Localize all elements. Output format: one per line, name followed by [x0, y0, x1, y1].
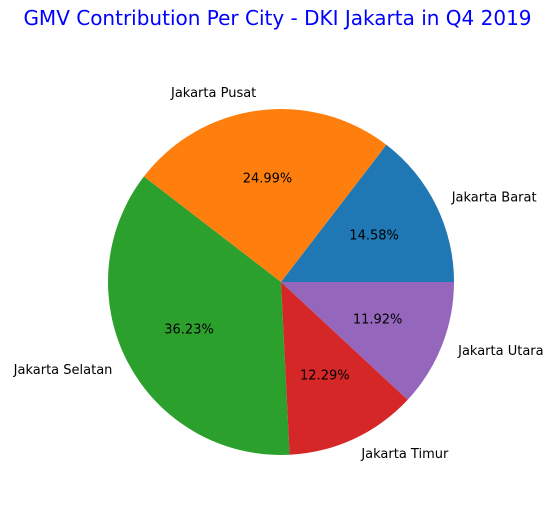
- percentage-labels: 14.58% 24.99% 36.23% 12.29% 11.92%: [164, 172, 402, 384]
- pct-label-jakarta-barat: 14.58%: [349, 229, 399, 244]
- category-label-jakarta-timur: Jakarta Timur: [360, 447, 449, 462]
- pct-label-jakarta-timur: 12.29%: [300, 369, 350, 384]
- category-labels: Jakarta Barat Jakarta Pusat Jakarta Selata…: [13, 86, 544, 462]
- pie-slice-jakarta-utara: [281, 282, 454, 400]
- pie-slice-jakarta-barat: [281, 144, 454, 282]
- category-label-jakarta-selatan: Jakarta Selatan: [13, 363, 113, 378]
- pie-slices: [107, 108, 454, 456]
- pie-slice-jakarta-selatan: [107, 176, 290, 456]
- category-label-jakarta-utara: Jakarta Utara: [457, 344, 544, 359]
- category-label-jakarta-pusat: Jakarta Pusat: [170, 86, 256, 101]
- pie-slice-jakarta-timur: [281, 282, 408, 455]
- pie-slice-jakarta-pusat: [143, 108, 387, 283]
- pct-label-jakarta-selatan: 36.23%: [164, 323, 214, 338]
- category-label-jakarta-barat: Jakarta Barat: [451, 190, 537, 205]
- chart-title: GMV Contribution Per City - DKI Jakarta …: [23, 6, 532, 30]
- pct-label-jakarta-utara: 11.92%: [353, 312, 403, 327]
- pct-label-jakarta-pusat: 24.99%: [243, 172, 293, 187]
